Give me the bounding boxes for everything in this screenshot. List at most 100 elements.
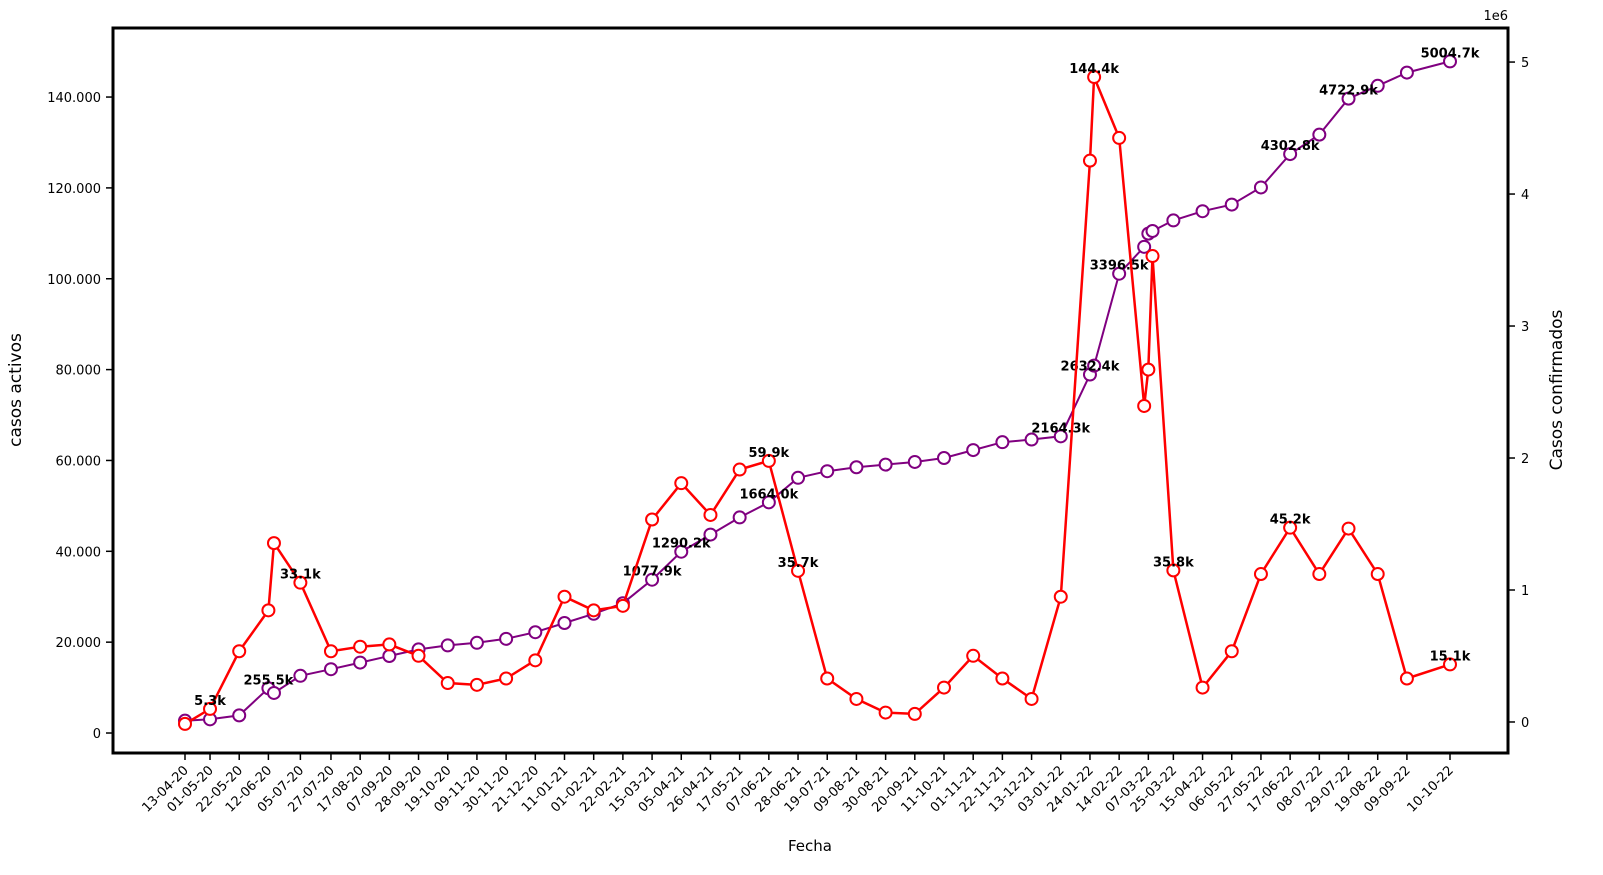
point-marker: [266, 685, 281, 700]
point-marker: [1399, 671, 1414, 686]
value-label: 59.9k: [748, 446, 789, 461]
value-label: 15.1k: [1430, 649, 1471, 664]
point-marker: [557, 615, 572, 630]
point-marker: [353, 655, 368, 670]
x-axis-label: Fecha: [788, 837, 832, 855]
value-label: 1664.0k: [739, 487, 798, 502]
point-marker: [1166, 563, 1181, 578]
value-label: 35.8k: [1153, 555, 1194, 570]
point-marker: [791, 470, 806, 485]
point-marker: [1195, 680, 1210, 695]
point-marker: [1253, 567, 1268, 582]
point-marker: [1166, 213, 1181, 228]
point-marker: [1253, 180, 1268, 195]
value-label: 4722.9k: [1319, 84, 1378, 99]
point-marker: [1024, 691, 1039, 706]
value-label: 5004.7k: [1421, 46, 1480, 61]
y-tick-label: 80.000: [56, 364, 102, 379]
point-marker: [440, 676, 455, 691]
y-tick-label: 100.000: [47, 273, 101, 288]
y2-tick-label: 0: [1521, 716, 1529, 731]
point-marker: [1443, 657, 1457, 672]
value-label: 1077.9k: [623, 565, 682, 580]
point-marker: [1341, 91, 1356, 106]
point-marker: [1053, 589, 1068, 604]
point-marker: [1112, 130, 1127, 145]
value-label: 1290.2k: [652, 537, 711, 552]
point-marker: [878, 705, 893, 720]
y2-tick-label: 2: [1521, 452, 1529, 467]
point-marker: [1370, 78, 1385, 93]
point-marker: [907, 706, 922, 721]
y-tick-label: 120.000: [47, 182, 101, 197]
point-marker: [615, 598, 630, 613]
point-marker: [469, 635, 484, 650]
point-marker: [1283, 147, 1298, 162]
point-marker: [1283, 520, 1298, 535]
point-marker: [995, 435, 1010, 450]
point-marker: [293, 575, 308, 590]
point-marker: [1082, 153, 1097, 168]
point-marker: [1195, 204, 1210, 219]
point-marker: [1087, 358, 1102, 373]
value-label: 35.7k: [778, 556, 819, 571]
point-marker: [232, 708, 247, 723]
point-marker: [645, 512, 660, 527]
value-label: 2164.3k: [1031, 421, 1090, 436]
value-label: 4302.8k: [1261, 139, 1320, 154]
x-tick-label: 10-10-22: [1404, 763, 1456, 815]
point-marker: [232, 644, 247, 659]
point-marker: [261, 603, 276, 618]
y2-tick-label: 5: [1521, 56, 1529, 71]
value-label: 144.4k: [1069, 62, 1119, 77]
point-marker: [1087, 70, 1102, 85]
point-marker: [878, 457, 893, 472]
point-marker: [353, 639, 368, 654]
point-marker: [761, 495, 776, 510]
y2-axis-label: Casos confirmados: [1547, 309, 1567, 470]
point-marker: [966, 443, 981, 458]
point-marker: [1024, 432, 1039, 447]
point-marker: [703, 527, 718, 542]
point-marker: [499, 671, 514, 686]
y-tick-label: 20.000: [56, 636, 102, 651]
y-axis-label: casos activos: [6, 333, 26, 447]
point-marker: [849, 460, 864, 475]
point-marker: [203, 701, 218, 716]
point-marker: [732, 510, 747, 525]
value-label: 3396.5k: [1090, 259, 1149, 274]
point-marker: [674, 476, 689, 491]
value-label: 5.3k: [194, 694, 226, 709]
value-label: 255.5k: [244, 673, 294, 688]
y2-tick-label: 4: [1521, 188, 1529, 203]
point-marker: [411, 648, 426, 663]
point-marker: [1312, 567, 1327, 582]
point-marker: [820, 464, 835, 479]
point-marker: [820, 671, 835, 686]
point-marker: [499, 631, 514, 646]
point-marker: [1341, 521, 1356, 536]
point-marker: [1141, 362, 1156, 377]
point-marker: [1399, 65, 1414, 80]
point-marker: [1224, 644, 1239, 659]
plot-frame: [111, 26, 1510, 755]
point-marker: [323, 644, 338, 659]
point-marker: [440, 638, 455, 653]
point-marker: [791, 563, 806, 578]
y-tick-label: 60.000: [56, 454, 102, 469]
point-marker: [1312, 127, 1327, 142]
point-marker: [937, 451, 951, 466]
value-label: 2632.4k: [1061, 360, 1120, 375]
series-line: [184, 60, 1451, 722]
point-marker: [178, 716, 192, 731]
y-tick-label: 0: [93, 727, 101, 742]
point-marker: [1370, 567, 1385, 582]
point-marker: [995, 671, 1010, 686]
point-marker: [586, 603, 601, 618]
point-marker: [1112, 266, 1127, 281]
point-marker: [528, 653, 543, 668]
y-tick-label: 40.000: [56, 545, 102, 560]
y-tick-label: 140.000: [47, 91, 101, 106]
point-marker: [293, 668, 308, 683]
